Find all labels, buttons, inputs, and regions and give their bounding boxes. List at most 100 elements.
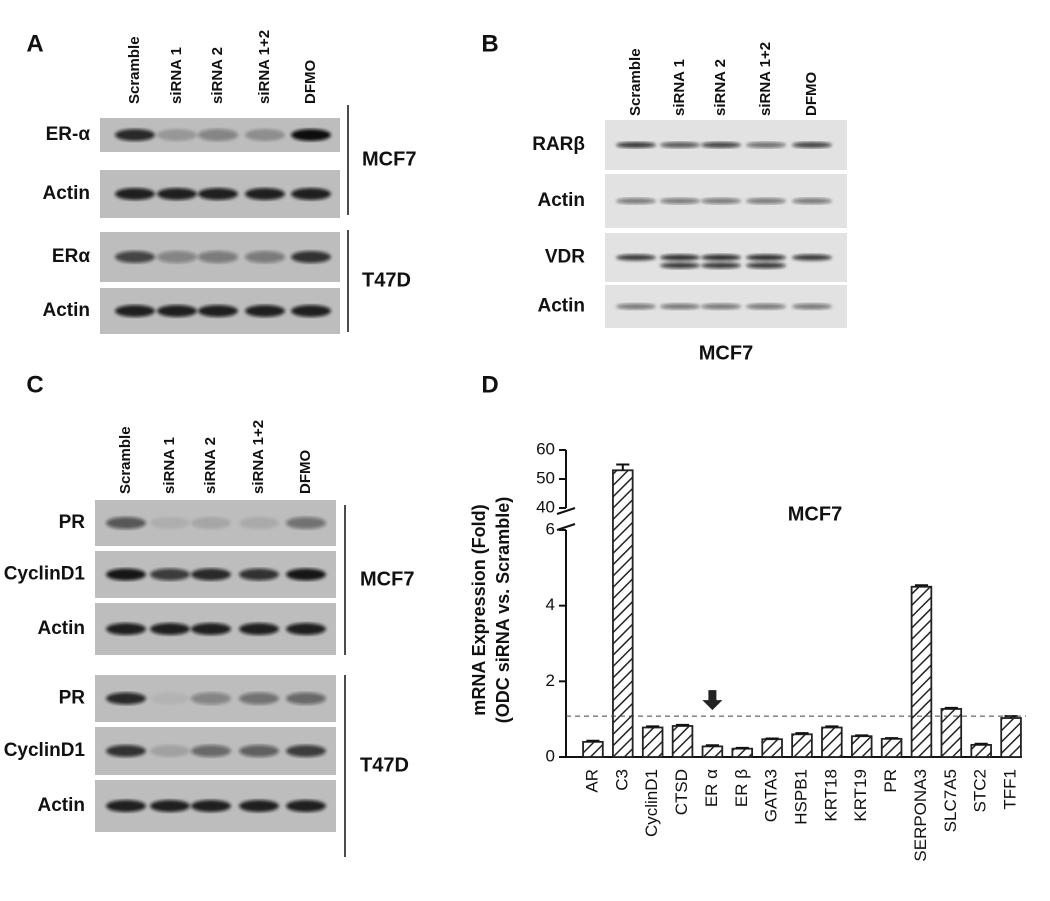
band xyxy=(198,129,238,141)
row-label: Actin xyxy=(538,296,586,317)
bands xyxy=(616,142,832,148)
lane-label: Scramble xyxy=(126,36,143,104)
band xyxy=(157,305,197,317)
bands xyxy=(115,305,331,317)
bar xyxy=(850,735,873,758)
panel-letter: C xyxy=(26,371,43,398)
x-tick-label: GATA3 xyxy=(762,769,781,822)
x-tick-label: STC2 xyxy=(971,769,990,812)
x-tick-label: ER β xyxy=(732,769,751,807)
band xyxy=(198,305,238,317)
band xyxy=(746,303,786,310)
panel-letter: D xyxy=(481,371,498,398)
x-tick-label: HSPB1 xyxy=(791,769,810,825)
band xyxy=(701,254,741,261)
row-label: RARβ xyxy=(532,134,585,155)
bands xyxy=(115,129,331,141)
band xyxy=(115,251,155,263)
band xyxy=(746,198,786,204)
band xyxy=(286,692,326,705)
band xyxy=(245,305,285,317)
band xyxy=(115,188,155,200)
band xyxy=(286,517,326,529)
bar xyxy=(612,469,634,758)
group-label: T47D xyxy=(360,754,409,776)
band xyxy=(291,129,331,141)
band xyxy=(792,303,832,310)
lane-label: siRNA 1 xyxy=(161,437,178,494)
band xyxy=(106,623,146,635)
band xyxy=(291,188,331,200)
lane-label: Scramble xyxy=(117,426,134,494)
band xyxy=(106,745,146,757)
error-bar xyxy=(795,732,809,735)
bands xyxy=(106,568,326,581)
bar xyxy=(1000,717,1022,758)
row-label: Actin xyxy=(538,190,586,211)
x-tick-label: PR xyxy=(881,769,900,793)
chart-title: MCF7 xyxy=(788,503,842,525)
break-mark xyxy=(556,507,576,531)
lane-label: siRNA 2 xyxy=(202,437,219,494)
x-tick-label: ER α xyxy=(702,769,721,807)
band xyxy=(616,142,656,148)
band xyxy=(198,251,238,263)
band xyxy=(746,262,786,269)
band xyxy=(286,568,326,581)
band xyxy=(157,188,197,200)
bands xyxy=(115,188,331,200)
bar xyxy=(701,745,724,758)
bands xyxy=(106,623,326,635)
bands xyxy=(616,198,832,204)
row-label: Actin xyxy=(43,300,91,321)
error-bar xyxy=(735,746,749,749)
row-label: ERα xyxy=(52,246,90,267)
y-tick-label: 50 xyxy=(536,468,555,487)
band xyxy=(106,517,146,529)
error-bar xyxy=(765,737,779,740)
x-tick-label: KRT19 xyxy=(851,769,870,822)
lane-label: DFMO xyxy=(302,60,319,104)
y-tick-label: 60 xyxy=(536,439,555,458)
row-label: Actin xyxy=(43,183,91,204)
band xyxy=(191,517,231,529)
band xyxy=(191,623,231,635)
bar xyxy=(791,733,813,758)
x-tick-label: C3 xyxy=(612,769,631,791)
band xyxy=(150,568,190,581)
row-label: CyclinD1 xyxy=(4,564,86,585)
band xyxy=(245,251,285,263)
x-tick-label: CyclinD1 xyxy=(642,769,661,837)
bar xyxy=(641,726,664,758)
band xyxy=(191,745,231,757)
band xyxy=(106,568,146,581)
band xyxy=(150,623,190,635)
bar xyxy=(761,738,783,758)
group-label: T47D xyxy=(362,269,411,291)
band xyxy=(106,800,146,812)
band xyxy=(245,129,285,141)
band xyxy=(660,303,700,310)
y-tick-label: 2 xyxy=(546,671,555,690)
row-label: Actin xyxy=(38,618,86,639)
band xyxy=(792,254,832,261)
x-tick-label: AR xyxy=(582,769,601,793)
lane-label: siRNA 2 xyxy=(209,47,226,104)
bands xyxy=(115,251,331,263)
bands xyxy=(616,254,832,269)
error-bar xyxy=(885,737,899,740)
error-bar xyxy=(825,725,839,728)
band xyxy=(660,198,700,204)
band xyxy=(660,142,700,148)
panel-letter: B xyxy=(481,30,498,57)
bands xyxy=(616,303,832,310)
band xyxy=(191,692,231,705)
band xyxy=(106,692,146,705)
y-axis-label: mRNA Expression (Fold) xyxy=(469,504,489,715)
bar xyxy=(970,743,992,758)
band xyxy=(701,262,741,269)
x-tick-label: SLC7A5 xyxy=(941,769,960,832)
band xyxy=(157,129,197,141)
row-label: PR xyxy=(59,512,86,533)
